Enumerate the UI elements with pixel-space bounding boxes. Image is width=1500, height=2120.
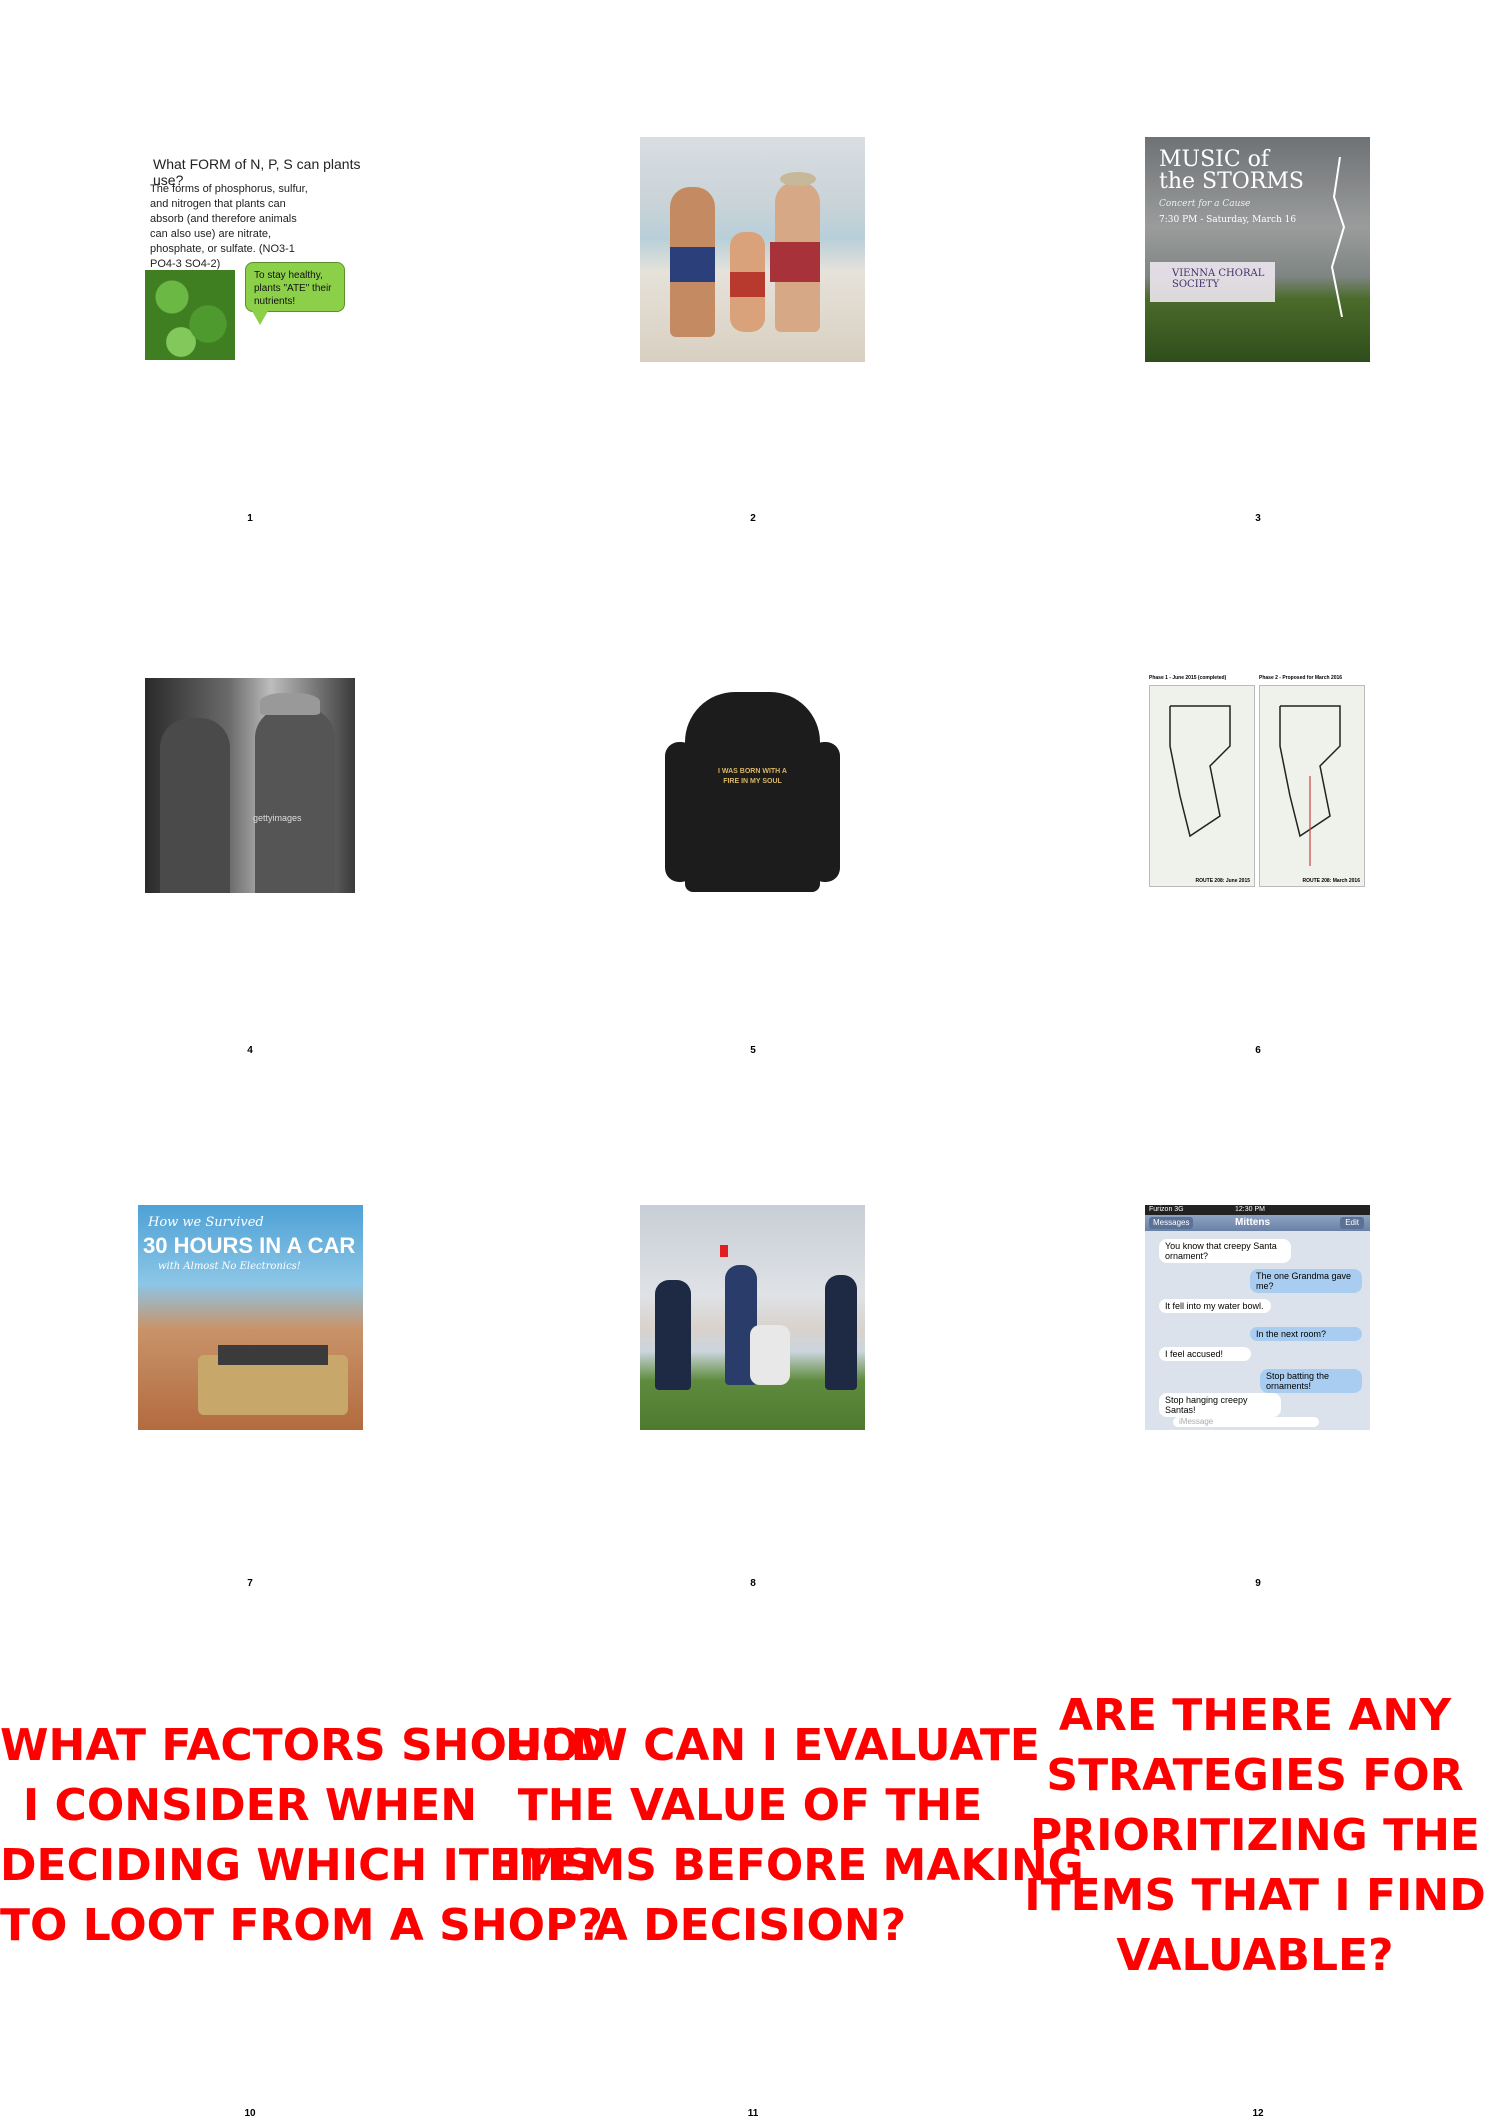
msg-7: Stop hanging creepy Santas! [1159, 1393, 1281, 1417]
poster-title: MUSIC of the STORMS [1159, 147, 1304, 194]
map-right-footer: ROUTE 208: March 2016 [1302, 878, 1360, 884]
msg-4: In the next room? [1250, 1327, 1362, 1341]
car-line-1: How we Survived [148, 1215, 264, 1230]
nav-bar: Messages Mittens Edit [1145, 1215, 1370, 1231]
slide-6-thumbnail[interactable]: Phase 1 - June 2015 (completed) Phase 2 … [1145, 675, 1365, 890]
slide-4-thumbnail[interactable]: gettyimages [145, 678, 355, 893]
slide-1-body: The forms of phosphorus, sulfur, and nit… [150, 183, 308, 270]
poster-org-box: VIENNA CHORAL SOCIETY [1150, 262, 1275, 302]
beach-person-1-shorts [670, 247, 715, 282]
slide-11-line-3: ITEMS BEFORE MAKING [505, 1840, 1084, 1891]
slide-10-line-3: DECIDING WHICH ITEMS [0, 1840, 595, 1891]
slide-8-thumbnail[interactable] [640, 1205, 865, 1430]
hoodie-sleeve-right [810, 742, 840, 882]
map-left-footer: ROUTE 208: June 2015 [1195, 878, 1250, 884]
slide-11-line-4: A DECISION? [593, 1900, 907, 1951]
slide-number-7: 7 [247, 1578, 253, 1589]
poster-org: VIENNA CHORAL SOCIETY [1172, 268, 1265, 290]
slide-12-text[interactable]: ARE THERE ANY STRATEGIES FOR PRIORITIZIN… [1010, 1686, 1500, 1986]
beach-person-2-shorts [770, 242, 820, 282]
player-right [825, 1275, 857, 1390]
slide-number-9: 9 [1255, 1578, 1261, 1589]
slide-number-1: 1 [247, 513, 253, 524]
slide-12-line-3: PRIORITIZING THE [1030, 1810, 1480, 1861]
clock: 12:30 PM [1235, 1206, 1265, 1213]
slide-1-thumbnail[interactable]: What FORM of N, P, S can plants use? The… [145, 140, 365, 365]
map-left: ROUTE 208: June 2015 [1149, 685, 1255, 887]
edit-button[interactable]: Edit [1340, 1217, 1364, 1229]
slide-10-line-1: WHAT FACTORS SHOULD [0, 1720, 608, 1771]
poster-date: 7:30 PM - Saturday, March 16 [1159, 215, 1297, 225]
player-kneeling [750, 1325, 790, 1385]
beach-hat [780, 172, 816, 186]
slide-12-line-4: ITEMS THAT I FIND [1024, 1870, 1486, 1921]
hoodie-print: I WAS BORN WITH A FIRE IN MY SOUL [718, 768, 787, 785]
slide-5-thumbnail[interactable]: I WAS BORN WITH A FIRE IN MY SOUL [665, 672, 840, 897]
speech-bubble: To stay healthy, plants "ATE" their nutr… [245, 262, 345, 325]
message-input[interactable]: iMessage [1173, 1417, 1319, 1427]
slide-12-line-2: STRATEGIES FOR [1046, 1750, 1464, 1801]
slide-3-thumbnail[interactable]: MUSIC of the STORMS Concert for a Cause … [1145, 137, 1370, 362]
car-windows [218, 1345, 328, 1365]
msg-5: I feel accused! [1159, 1347, 1251, 1361]
status-bar: Furizon 3G 12:30 PM [1145, 1205, 1370, 1215]
beach-child-shorts [730, 272, 765, 297]
slide-number-2: 2 [750, 513, 756, 524]
slide-number-10: 10 [244, 2108, 256, 2119]
slide-number-3: 3 [1255, 513, 1261, 524]
slide-12-line-5: VALUABLE? [1116, 1930, 1394, 1981]
slide-10-line-2: I CONSIDER WHEN [22, 1780, 478, 1831]
route-line-left [1169, 705, 1231, 838]
route-line-right [1279, 705, 1341, 866]
lightning-icon [1330, 157, 1346, 317]
map-left-title: Phase 1 - June 2015 (completed) [1149, 675, 1227, 681]
map-right: ROUTE 208: March 2016 [1259, 685, 1365, 887]
player-left [655, 1280, 691, 1390]
slide-number-12: 12 [1252, 2108, 1264, 2119]
man-figure [255, 708, 335, 893]
getty-watermark: gettyimages [253, 813, 302, 823]
car-line-3: with Almost No Electronics! [158, 1261, 301, 1272]
contact-name: Mittens [1235, 1217, 1270, 1228]
back-button[interactable]: Messages [1149, 1217, 1194, 1229]
hoodie-sleeve-left [665, 742, 695, 882]
car-line-2: 30 HOURS IN A CAR [143, 1233, 356, 1258]
slide-2-thumbnail[interactable] [640, 137, 865, 362]
basil-leaves-image [145, 270, 235, 360]
slide-11-line-1: HOW CAN I EVALUATE [505, 1720, 1040, 1771]
poster-subtitle: Concert for a Cause [1159, 199, 1251, 209]
msg-6: Stop batting the ornaments! [1260, 1369, 1362, 1393]
slide-number-5: 5 [750, 1045, 756, 1056]
slide-number-11: 11 [747, 2108, 759, 2119]
slide-1-title: What FORM of N, P, S can plants use? [153, 156, 361, 188]
slide-10-text[interactable]: WHAT FACTORS SHOULD I CONSIDER WHEN DECI… [0, 1716, 608, 1956]
red-card [720, 1245, 728, 1257]
msg-1: You know that creepy Santa ornament? [1159, 1239, 1291, 1263]
slide-11-text[interactable]: HOW CAN I EVALUATE THE VALUE OF THE ITEM… [505, 1716, 1084, 1956]
station-wagon [198, 1355, 348, 1415]
msg-2: The one Grandma gave me? [1250, 1269, 1362, 1293]
slide-11-line-2: THE VALUE OF THE [517, 1780, 983, 1831]
man-hat [260, 693, 320, 715]
slide-number-6: 6 [1255, 1045, 1261, 1056]
hoodie-body [685, 692, 820, 892]
slide-12-line-1: ARE THERE ANY [1058, 1690, 1452, 1741]
carrier: Furizon 3G [1149, 1206, 1184, 1213]
msg-3: It fell into my water bowl. [1159, 1299, 1271, 1313]
slide-9-thumbnail[interactable]: Furizon 3G 12:30 PM Messages Mittens Edi… [1145, 1205, 1370, 1430]
slide-10-line-4: TO LOOT FROM A SHOP? [0, 1900, 603, 1951]
map-right-title: Phase 2 - Proposed for March 2016 [1259, 675, 1343, 681]
slide-number-8: 8 [750, 1578, 756, 1589]
woman-figure [160, 718, 230, 893]
slide-number-4: 4 [247, 1045, 253, 1056]
slide-7-thumbnail[interactable]: How we Survived 30 HOURS IN A CAR with A… [138, 1205, 363, 1430]
